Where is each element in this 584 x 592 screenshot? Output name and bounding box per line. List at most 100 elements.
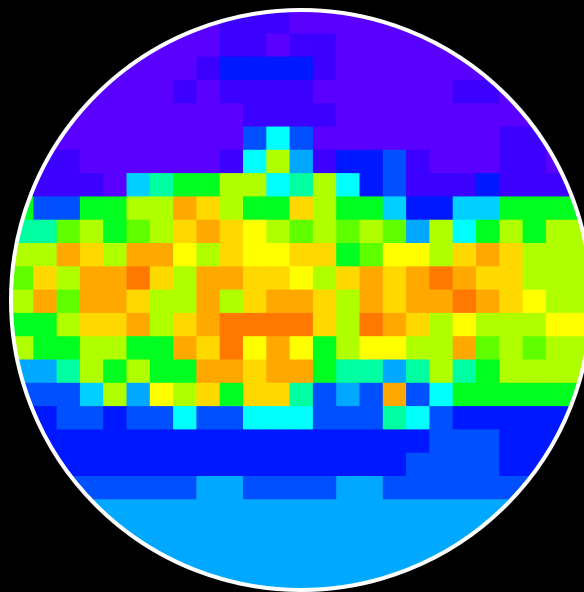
pixel xyxy=(452,312,477,337)
pixel xyxy=(406,173,430,197)
pixel xyxy=(79,336,104,361)
pixel xyxy=(103,359,128,384)
pixel xyxy=(522,243,547,267)
pixel xyxy=(382,336,407,361)
pixel xyxy=(243,429,267,454)
pixel xyxy=(126,243,151,267)
pixel xyxy=(545,243,570,267)
pixel xyxy=(429,103,454,128)
pixel xyxy=(359,499,384,524)
pixel xyxy=(173,266,197,291)
pixel xyxy=(312,266,337,291)
pixel xyxy=(219,499,244,524)
pixel xyxy=(266,10,291,34)
pixel xyxy=(289,522,314,547)
pixel xyxy=(219,336,244,361)
pixel xyxy=(243,289,267,314)
pixel xyxy=(429,429,454,454)
pixel xyxy=(173,126,197,151)
pixel xyxy=(359,382,384,407)
pixel xyxy=(196,522,221,547)
pixel xyxy=(79,103,104,128)
pixel xyxy=(499,452,524,477)
pixel xyxy=(243,219,267,244)
pixel xyxy=(382,382,407,407)
pixel xyxy=(522,382,547,407)
pixel xyxy=(452,79,477,104)
pixel xyxy=(499,266,524,291)
pixel xyxy=(406,56,430,81)
pixel xyxy=(382,452,407,477)
pixel xyxy=(406,103,430,128)
pixel xyxy=(243,173,267,197)
pixel xyxy=(429,173,454,197)
pixel xyxy=(406,126,430,151)
pixel xyxy=(312,406,337,430)
pixel xyxy=(336,103,361,128)
pixel xyxy=(499,289,524,314)
pixel xyxy=(56,219,81,244)
pixel xyxy=(196,312,221,337)
pixel xyxy=(79,312,104,337)
pixel xyxy=(173,476,197,500)
pixel xyxy=(382,266,407,291)
pixel xyxy=(266,243,291,267)
pixel xyxy=(196,266,221,291)
pixel xyxy=(219,103,244,128)
pixel xyxy=(149,126,174,151)
pixel xyxy=(382,243,407,267)
pixel xyxy=(289,289,314,314)
pixel xyxy=(149,196,174,221)
pixel xyxy=(289,79,314,104)
pixel xyxy=(522,266,547,291)
pixel xyxy=(103,173,128,197)
pixel xyxy=(196,149,221,174)
pixel xyxy=(289,406,314,430)
pixel xyxy=(545,219,570,244)
pixel xyxy=(312,10,337,34)
pixel xyxy=(359,545,384,570)
pixel xyxy=(243,79,267,104)
pixel xyxy=(149,406,174,430)
pixel xyxy=(103,79,128,104)
pixel xyxy=(196,33,221,58)
pixel xyxy=(452,219,477,244)
pixel xyxy=(382,103,407,128)
pixel xyxy=(336,359,361,384)
pixel xyxy=(476,126,500,151)
pixel xyxy=(126,126,151,151)
pixel xyxy=(33,266,58,291)
pixel xyxy=(312,126,337,151)
pixel xyxy=(243,196,267,221)
pixel xyxy=(312,429,337,454)
pixel xyxy=(289,336,314,361)
pixel xyxy=(522,196,547,221)
pixel xyxy=(33,336,58,361)
pixel xyxy=(56,336,81,361)
pixel xyxy=(499,126,524,151)
pixel xyxy=(429,452,454,477)
pixel xyxy=(429,522,454,547)
pixel xyxy=(359,289,384,314)
pixel xyxy=(476,196,500,221)
pixel xyxy=(289,312,314,337)
pixel xyxy=(336,429,361,454)
pixel xyxy=(243,33,267,58)
pixel xyxy=(126,429,151,454)
pixel xyxy=(476,173,500,197)
pixel xyxy=(382,499,407,524)
pixel xyxy=(103,312,128,337)
pixel xyxy=(173,499,197,524)
pixel xyxy=(196,79,221,104)
pixel xyxy=(266,126,291,151)
pixel xyxy=(219,312,244,337)
pixel xyxy=(173,429,197,454)
pixel xyxy=(56,382,81,407)
pixel xyxy=(429,196,454,221)
pixel xyxy=(312,33,337,58)
pixel xyxy=(266,196,291,221)
pixel xyxy=(266,33,291,58)
pixel xyxy=(173,79,197,104)
pixel xyxy=(126,476,151,500)
pixel xyxy=(336,79,361,104)
